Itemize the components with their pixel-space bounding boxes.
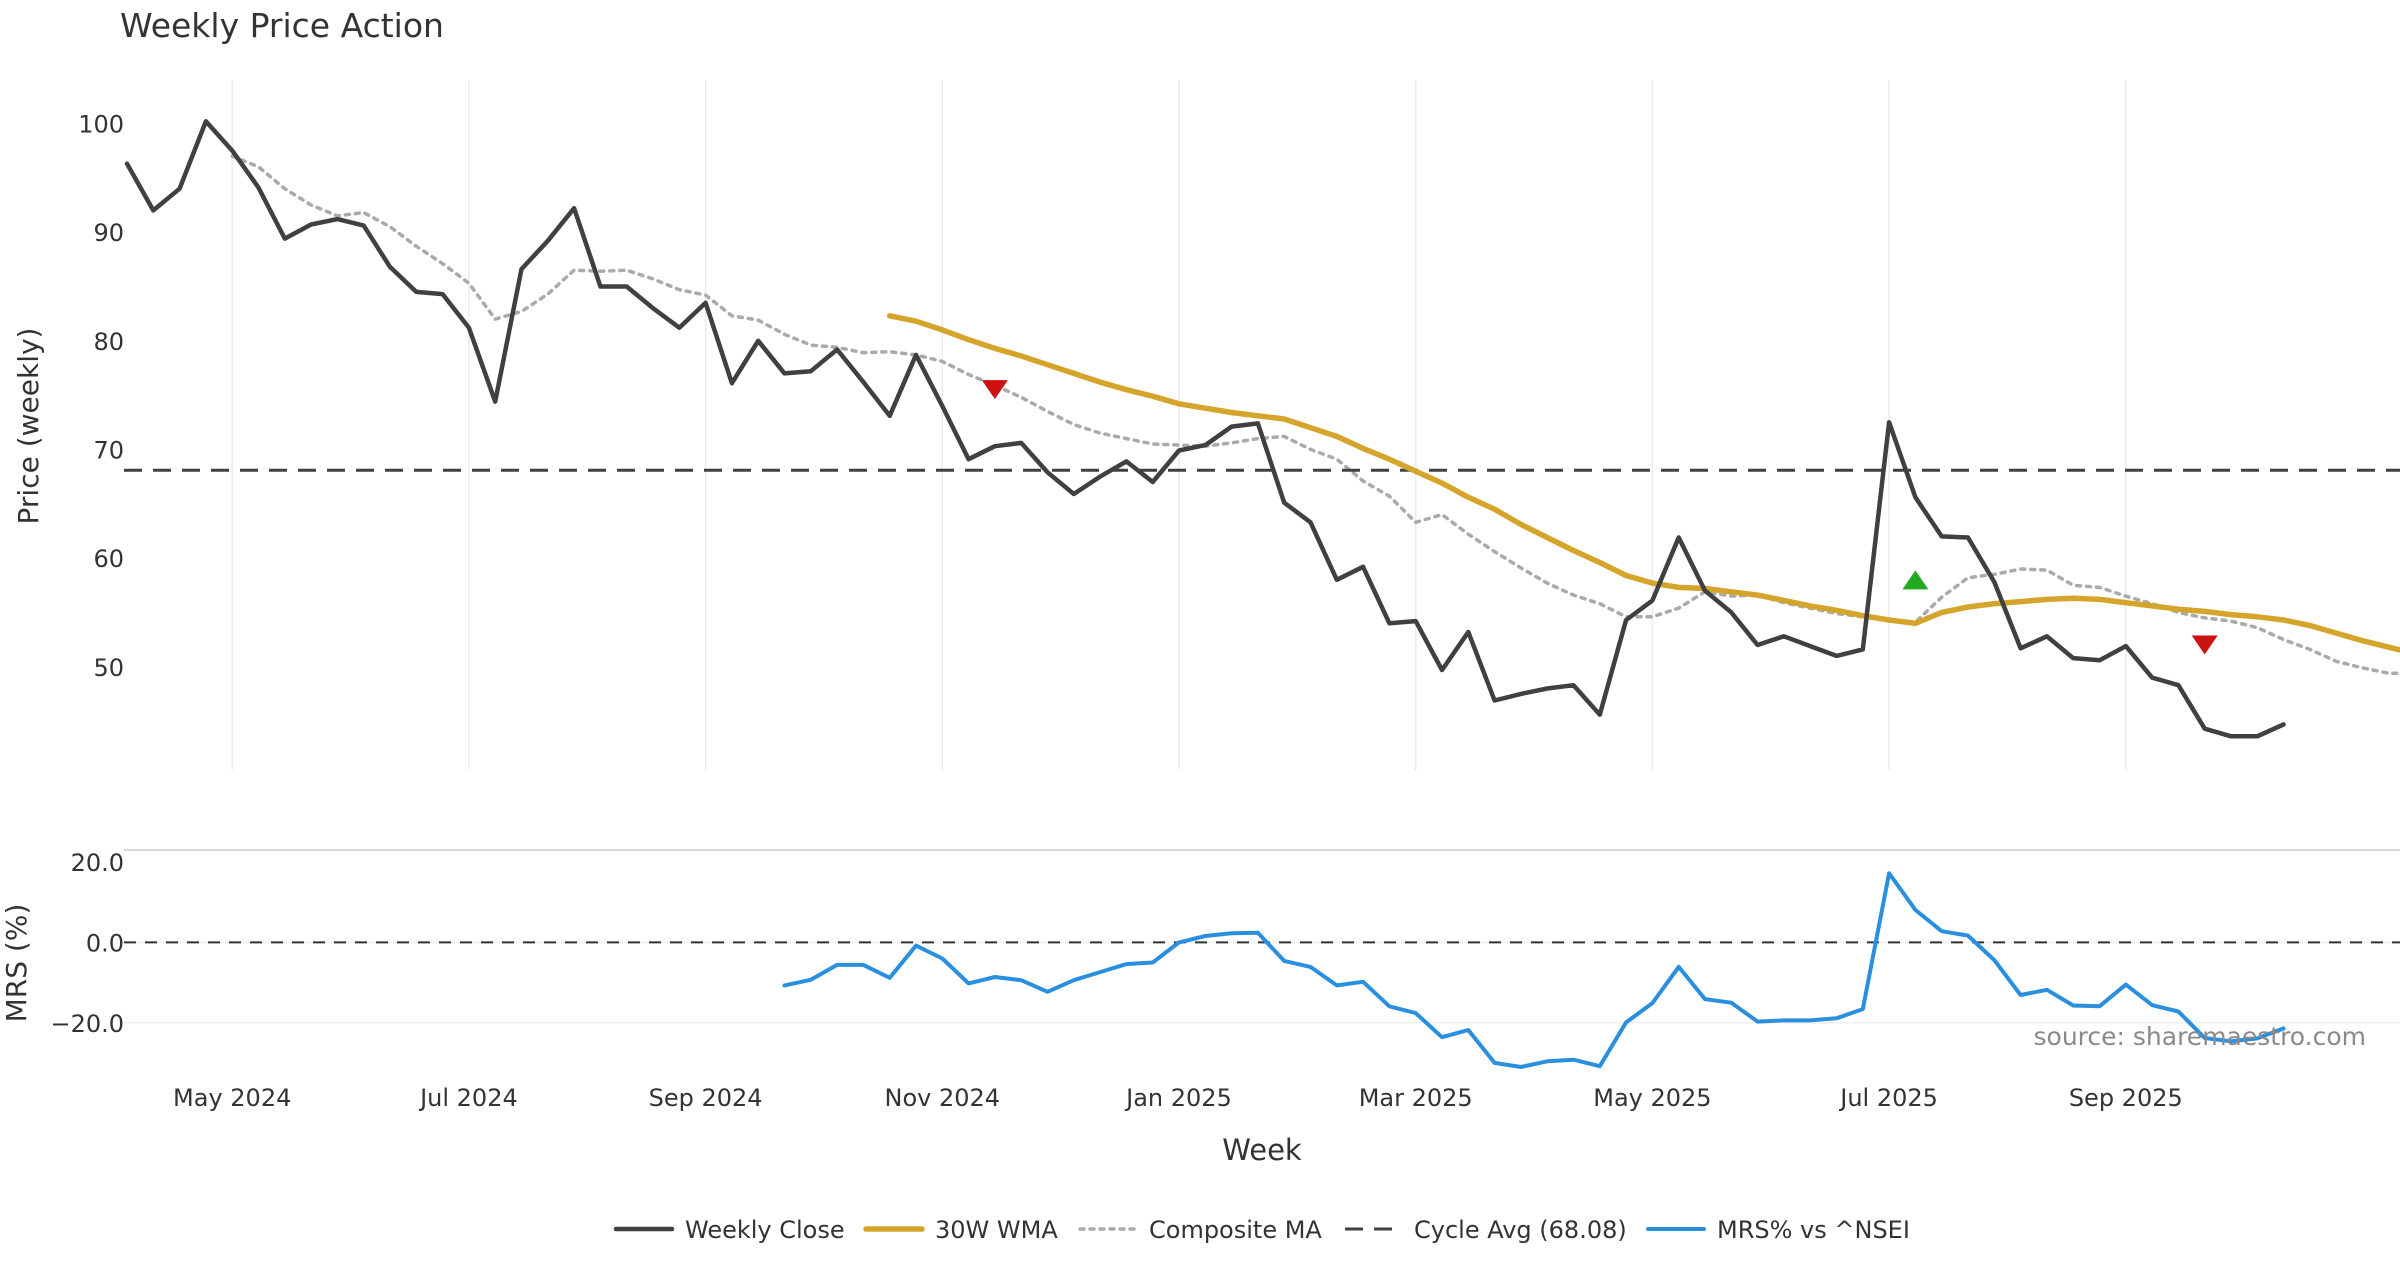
mrs-y-axis-label: MRS (%) <box>0 904 33 1023</box>
price-grid <box>231 80 2127 770</box>
x-tick-label: Nov 2024 <box>885 1084 1001 1112</box>
legend-label: Composite MA <box>1149 1216 1322 1244</box>
price-y-tick-label: 60 <box>93 545 124 573</box>
mrs-grid <box>124 941 2400 1024</box>
mrs-y-tick-label: 20.0 <box>71 849 124 877</box>
mrs-y-tick-label: 0.0 <box>86 929 124 957</box>
legend-label: MRS% vs ^NSEI <box>1717 1216 1910 1244</box>
price-y-tick-label: 50 <box>93 654 124 682</box>
series-line-mrs-vs-nsei <box>782 871 2286 1069</box>
source-label: source: sharemaestro.com <box>2034 1022 2367 1051</box>
price-series <box>124 119 2400 739</box>
mrs-panel: −20.0 0.0 20.0 MRS (%) source: sharemaestr… <box>0 849 2400 1069</box>
sell-signal-marker <box>2191 635 2218 655</box>
legend-label: 30W WMA <box>935 1216 1058 1244</box>
series-line-composite-ma <box>230 154 2400 676</box>
x-tick-label: Jan 2025 <box>1124 1084 1232 1112</box>
x-tick-label: Mar 2025 <box>1359 1084 1473 1112</box>
series-line-weekly-close <box>124 119 2286 739</box>
x-tick-label: Jul 2025 <box>1838 1084 1938 1112</box>
x-tick-label: Sep 2024 <box>649 1084 763 1112</box>
price-y-tick-label: 70 <box>93 436 124 464</box>
x-tick-label: May 2025 <box>1593 1084 1711 1112</box>
legend-label: Weekly Close <box>685 1216 845 1244</box>
price-y-tick-label: 80 <box>93 328 124 356</box>
x-ticks: May 2024 Jul 2024 Sep 2024 Nov 2024 Jan 2025… <box>173 1084 2183 1112</box>
legend-label: Cycle Avg (68.08) <box>1414 1216 1627 1244</box>
mrs-series <box>782 871 2286 1069</box>
x-axis-label: Week <box>1222 1133 1302 1167</box>
signal-markers <box>981 380 2218 655</box>
mrs-y-tick-label: −20.0 <box>50 1010 124 1038</box>
price-panel: 50 60 70 80 90 100 Price (weekly) <box>12 80 2400 770</box>
mrs-y-ticks: −20.0 0.0 20.0 <box>50 849 124 1038</box>
price-y-tick-label: 90 <box>93 219 124 247</box>
x-tick-label: Sep 2025 <box>2069 1084 2183 1112</box>
chart-title: Weekly Price Action <box>120 6 444 45</box>
price-y-axis-label: Price (weekly) <box>12 328 45 525</box>
buy-signal-marker <box>1902 570 1929 590</box>
legend: Weekly Close 30W WMA Composite MA Cycle Avg… <box>613 1216 1910 1244</box>
price-y-tick-label: 100 <box>78 110 124 138</box>
x-tick-label: Jul 2024 <box>418 1084 518 1112</box>
sell-signal-marker <box>981 380 1008 400</box>
price-y-ticks: 50 60 70 80 90 100 <box>78 110 124 681</box>
x-tick-label: May 2024 <box>173 1084 291 1112</box>
series-line-30w-wma <box>886 313 2400 653</box>
